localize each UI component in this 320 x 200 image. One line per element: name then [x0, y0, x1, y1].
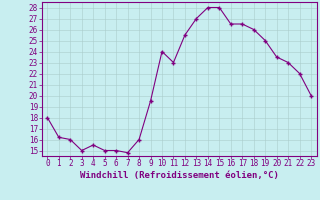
X-axis label: Windchill (Refroidissement éolien,°C): Windchill (Refroidissement éolien,°C)	[80, 171, 279, 180]
